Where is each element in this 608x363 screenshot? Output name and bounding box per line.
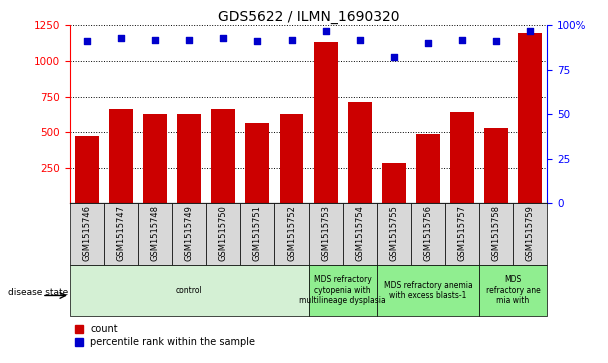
Bar xyxy=(246,123,269,203)
Text: GSM1515750: GSM1515750 xyxy=(219,205,228,261)
Point xyxy=(321,28,331,34)
Text: GSM1515751: GSM1515751 xyxy=(253,205,262,261)
Text: GSM1515759: GSM1515759 xyxy=(526,205,534,261)
Legend: count, percentile rank within the sample: count, percentile rank within the sample xyxy=(75,324,255,347)
Point xyxy=(457,37,467,42)
Point xyxy=(116,35,126,41)
Bar xyxy=(377,265,479,316)
Text: MDS refractory
cytopenia with
multilineage dysplasia: MDS refractory cytopenia with multilinea… xyxy=(299,276,386,305)
Bar xyxy=(411,203,445,265)
Text: GSM1515757: GSM1515757 xyxy=(457,205,466,261)
Bar xyxy=(343,203,377,265)
Point xyxy=(286,37,296,42)
Bar xyxy=(206,203,240,265)
Point xyxy=(184,37,194,42)
Bar xyxy=(109,109,133,203)
Point xyxy=(491,38,501,44)
Point xyxy=(389,54,399,60)
Point xyxy=(150,37,160,42)
Bar xyxy=(143,114,167,203)
Bar xyxy=(479,265,547,316)
Text: GSM1515746: GSM1515746 xyxy=(83,205,91,261)
Title: GDS5622 / ILMN_1690320: GDS5622 / ILMN_1690320 xyxy=(218,11,399,24)
Bar xyxy=(212,109,235,203)
Bar xyxy=(70,203,104,265)
Point xyxy=(252,38,262,44)
Bar xyxy=(450,112,474,203)
Bar xyxy=(484,128,508,203)
Text: control: control xyxy=(176,286,202,295)
Text: GSM1515748: GSM1515748 xyxy=(151,205,160,261)
Text: GSM1515755: GSM1515755 xyxy=(389,205,398,261)
Point xyxy=(218,35,228,41)
Text: GSM1515758: GSM1515758 xyxy=(491,205,500,261)
Text: GSM1515749: GSM1515749 xyxy=(185,205,194,261)
Text: MDS
refractory ane
mia with: MDS refractory ane mia with xyxy=(486,276,541,305)
Bar xyxy=(75,136,99,203)
Bar xyxy=(70,265,308,316)
Bar xyxy=(377,203,411,265)
Point xyxy=(355,37,365,42)
Text: GSM1515747: GSM1515747 xyxy=(117,205,126,261)
Bar xyxy=(104,203,138,265)
Text: disease state: disease state xyxy=(7,288,68,297)
Point xyxy=(82,38,92,44)
Bar xyxy=(172,203,206,265)
Point xyxy=(423,40,433,46)
Bar xyxy=(416,134,440,203)
Bar xyxy=(518,33,542,203)
Bar xyxy=(382,163,406,203)
Text: MDS refractory anemia
with excess blasts-1: MDS refractory anemia with excess blasts… xyxy=(384,281,472,300)
Text: GSM1515752: GSM1515752 xyxy=(287,205,296,261)
Bar xyxy=(479,203,513,265)
Bar xyxy=(308,265,377,316)
Bar xyxy=(178,114,201,203)
Bar xyxy=(348,102,371,203)
Bar xyxy=(138,203,172,265)
Bar xyxy=(513,203,547,265)
Text: GSM1515756: GSM1515756 xyxy=(423,205,432,261)
Text: GSM1515754: GSM1515754 xyxy=(355,205,364,261)
Bar xyxy=(314,42,337,203)
Bar xyxy=(280,114,303,203)
Text: GSM1515753: GSM1515753 xyxy=(321,205,330,261)
Bar xyxy=(240,203,274,265)
Point xyxy=(525,28,535,34)
Bar xyxy=(445,203,479,265)
Bar xyxy=(308,203,343,265)
Bar xyxy=(274,203,308,265)
